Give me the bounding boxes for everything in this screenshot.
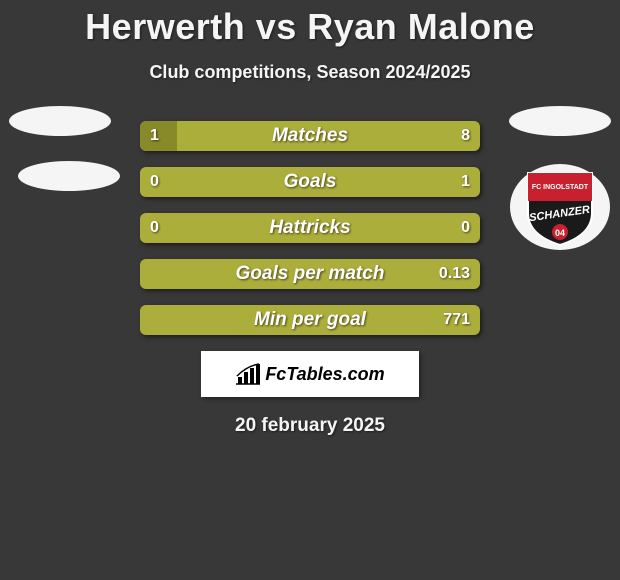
stat-value-right: 0 <box>461 219 470 237</box>
stat-label: Goals per match <box>236 263 385 285</box>
avatar-placeholder-left-2 <box>18 161 120 191</box>
stat-value-right: 8 <box>461 127 470 145</box>
stat-bar-min-per-goal: Min per goal 771 <box>140 305 480 335</box>
stat-label: Matches <box>272 125 348 147</box>
stat-value-left: 0 <box>150 173 159 191</box>
bars-chart-icon <box>235 363 261 385</box>
page-title: Herwerth vs Ryan Malone <box>0 0 620 48</box>
stat-bar-goals: 0 Goals 1 <box>140 167 480 197</box>
date: 20 february 2025 <box>0 415 620 437</box>
stat-value-right: 1 <box>461 173 470 191</box>
svg-text:FC INGOLSTADT: FC INGOLSTADT <box>532 184 589 191</box>
stat-value-left: 0 <box>150 219 159 237</box>
stat-label: Min per goal <box>254 309 366 331</box>
stat-value-right: 0.13 <box>439 265 470 283</box>
stat-bars: 1 Matches 8 0 Goals 1 0 Hattricks 0 Goals per mat… <box>140 121 480 335</box>
comparison-chart: FC INGOLSTADT SCHANZER 04 1 Matches 8 0 Goal… <box>0 121 620 437</box>
shield-icon: FC INGOLSTADT SCHANZER 04 <box>523 167 597 247</box>
brand-logo-box: FcTables.com <box>201 351 419 397</box>
svg-text:04: 04 <box>555 228 565 238</box>
stat-bar-hattricks: 0 Hattricks 0 <box>140 213 480 243</box>
stat-label: Goals <box>284 171 337 193</box>
stat-value-right: 771 <box>443 311 470 329</box>
brand-text: FcTables.com <box>265 364 384 385</box>
avatar-placeholder-left-1 <box>9 106 111 136</box>
subtitle: Club competitions, Season 2024/2025 <box>0 62 620 83</box>
stat-value-left: 1 <box>150 127 159 145</box>
stat-label: Hattricks <box>269 217 350 239</box>
avatar-placeholder-right-1 <box>509 106 611 136</box>
stat-bar-goals-per-match: Goals per match 0.13 <box>140 259 480 289</box>
stat-bar-matches: 1 Matches 8 <box>140 121 480 151</box>
club-logo: FC INGOLSTADT SCHANZER 04 <box>510 164 610 250</box>
